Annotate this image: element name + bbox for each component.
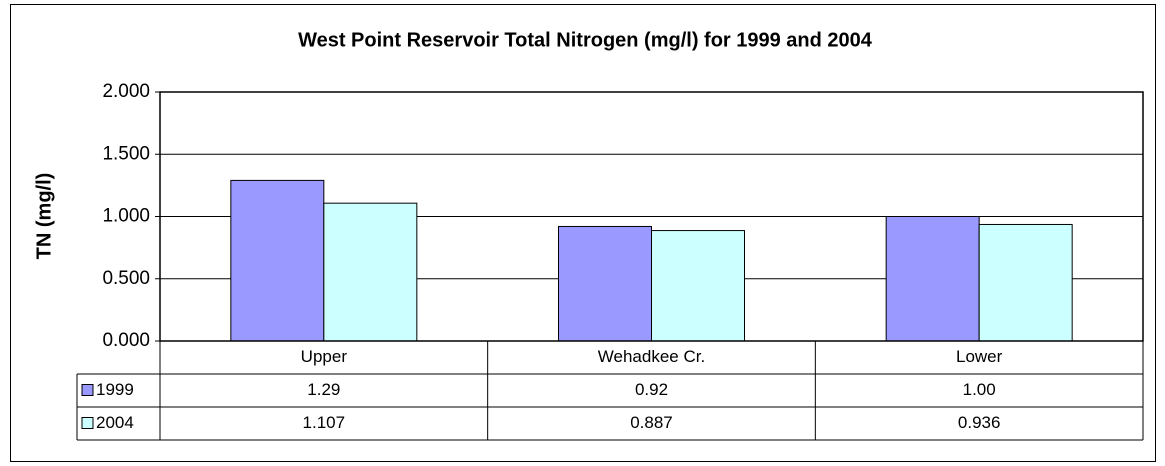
chart-title: West Point Reservoir Total Nitrogen (mg/… xyxy=(298,29,873,51)
bar xyxy=(323,202,418,342)
y-tick-label: 1.000 xyxy=(102,206,150,227)
bar xyxy=(885,216,980,342)
x-tick-label: Lower xyxy=(956,347,1003,366)
bar xyxy=(978,223,1073,342)
data-table-value: 0.887 xyxy=(630,413,673,432)
x-tick-label: Upper xyxy=(301,347,348,366)
legend-label: 1999 xyxy=(96,380,134,399)
legend-key xyxy=(81,417,94,429)
legend-key xyxy=(81,384,94,396)
y-tick-label: 0.000 xyxy=(102,330,150,351)
data-table-value: 1.107 xyxy=(303,413,346,432)
legend-label: 2004 xyxy=(96,413,134,432)
data-table-value: 1.29 xyxy=(307,380,340,399)
bar xyxy=(230,179,325,342)
y-axis-label: TN (mg/l) xyxy=(33,173,55,260)
bar xyxy=(651,230,745,342)
data-table-value: 0.92 xyxy=(635,380,668,399)
data-table-value: 1.00 xyxy=(963,380,996,399)
data-table-value: 0.936 xyxy=(958,413,1001,432)
bar xyxy=(558,225,652,342)
y-tick-label: 2.000 xyxy=(102,81,150,102)
x-tick-label: Wehadkee Cr. xyxy=(598,347,705,366)
y-tick-label: 1.500 xyxy=(102,143,150,164)
y-tick-label: 0.500 xyxy=(102,268,150,289)
